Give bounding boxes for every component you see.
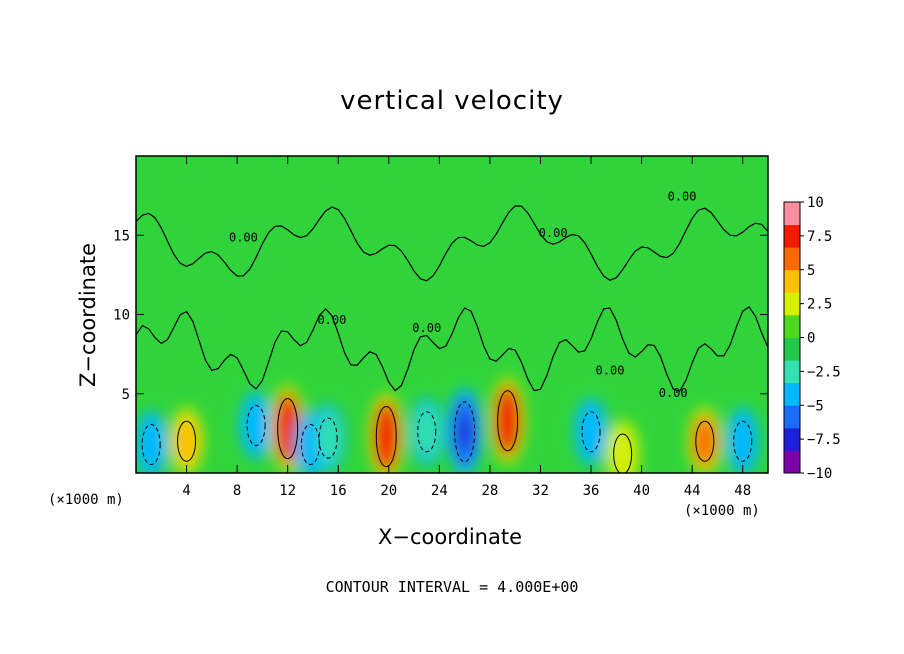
x-tick-label: 36: [583, 483, 600, 499]
y-tick-label: 10: [113, 308, 130, 324]
contour-loop: [177, 420, 197, 462]
contour-label: 0.00: [668, 189, 697, 203]
field-feature: [244, 399, 269, 452]
x-tick-label: 16: [330, 483, 347, 499]
upper-contour: [136, 205, 768, 282]
colorbar-segment: [784, 337, 800, 361]
zero-contour: [136, 306, 768, 393]
colorbar-segment: [784, 450, 800, 474]
contour-loop: [497, 390, 519, 452]
contour-labels: 0.00 0.00 0.00 0.00 0.00 0.00 0.00: [229, 189, 697, 400]
contour-loop: [246, 404, 266, 446]
contour-label: 0.00: [596, 364, 625, 378]
colorbar-segment: [784, 382, 800, 406]
velocity-field: [136, 376, 760, 473]
contour-label: 0.00: [659, 386, 688, 400]
colorbar-segment: [784, 314, 800, 338]
contour-loop: [613, 433, 633, 473]
colorbar-tick-label: −7.5: [807, 432, 841, 448]
field-core: [280, 408, 295, 449]
colorbar-segment: [784, 224, 800, 248]
x-tick-label: 32: [532, 483, 549, 499]
contour-loop: [454, 401, 476, 463]
contour-loop: [695, 420, 715, 462]
field-core: [379, 416, 394, 457]
contour-loop: [141, 423, 161, 465]
field-feature: [316, 412, 341, 465]
x-tick-label: 12: [279, 483, 296, 499]
contour-interval-footer: CONTOUR INTERVAL = 4.000E+00: [325, 578, 579, 596]
colorbar-tick-label: 7.5: [807, 229, 832, 245]
x-tick-label: 40: [633, 483, 650, 499]
field-core: [500, 400, 515, 441]
x-tick-label: 28: [481, 483, 498, 499]
x-axis-label: X−coordinate: [378, 525, 522, 549]
x-unit-left: (×1000 m): [48, 492, 124, 508]
x-axis: 4 8 12 16 20 24 28 32 36 40 44 48: [182, 156, 751, 499]
contour-label: 0.00: [317, 313, 346, 327]
field-feature: [692, 415, 717, 468]
x-tick-label: 20: [380, 483, 397, 499]
x-tick-label: 4: [182, 483, 190, 499]
contour-loop: [277, 398, 299, 460]
contour-loop: [318, 417, 338, 459]
x-tick-label: 48: [734, 483, 751, 499]
chart-title: vertical velocity: [340, 86, 564, 116]
x-tick-label: 8: [233, 483, 241, 499]
x-tick-label: 44: [684, 483, 701, 499]
field-feature: [579, 405, 604, 458]
contour-loop: [417, 411, 437, 453]
contour-label: 0.00: [229, 231, 258, 245]
colorbar-segment: [784, 247, 800, 271]
contour-label: 0.00: [412, 321, 441, 335]
colorbar-segment: [784, 405, 800, 429]
x-tick-label: 24: [431, 483, 448, 499]
colorbar-segment: [784, 360, 800, 384]
colorbar-segment: [784, 202, 800, 226]
colorbar-segment: [784, 292, 800, 316]
colorbar-tick-label: 5: [807, 263, 815, 279]
colorbar-tick-label: −10: [807, 466, 832, 482]
y-axis: 5 10 15: [113, 228, 768, 403]
field-feature: [174, 415, 199, 468]
field-feature: [610, 427, 635, 473]
field-feature: [139, 418, 164, 471]
field-core: [457, 411, 472, 452]
y-tick-label: 5: [122, 387, 130, 403]
x-unit-right: (×1000 m): [684, 503, 760, 519]
colorbar: 10 7.5 5 2.5 0 −2.5 −5 −7.5 −10: [783, 195, 841, 482]
colorbar-segment: [784, 269, 800, 293]
colorbar-tick-label: 10: [807, 195, 824, 211]
field-feature: [414, 405, 439, 458]
contour-lines: [136, 205, 768, 473]
contour-loop: [581, 411, 601, 453]
contour-label: 0.00: [539, 226, 568, 240]
contour-loop: [733, 420, 753, 462]
colorbar-tick-label: 0: [807, 331, 815, 347]
colorbar-tick-label: −5: [807, 398, 824, 414]
colorbar-tick-label: −2.5: [807, 364, 841, 380]
field-feature: [730, 415, 755, 468]
contour-loop: [375, 406, 397, 468]
colorbar-tick-label: 2.5: [807, 297, 832, 313]
contour-loop: [300, 423, 320, 465]
colorbar-segment: [784, 427, 800, 451]
y-tick-label: 15: [113, 228, 130, 244]
